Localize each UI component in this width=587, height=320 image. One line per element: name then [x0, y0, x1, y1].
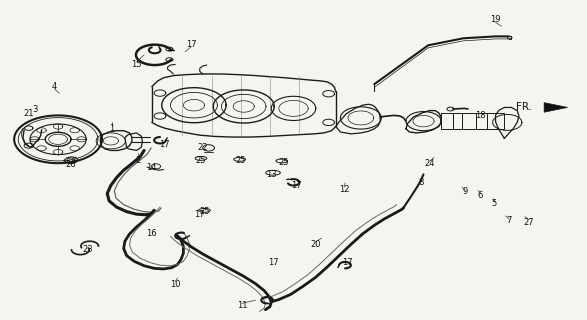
Text: 10: 10 [170, 280, 180, 289]
Text: 25: 25 [235, 156, 246, 165]
Text: 5: 5 [491, 198, 497, 207]
Text: 24: 24 [425, 159, 435, 168]
Text: 26: 26 [66, 160, 76, 169]
Text: 14: 14 [147, 163, 157, 172]
Text: 25: 25 [195, 156, 206, 165]
Text: 2: 2 [136, 156, 141, 164]
Text: 11: 11 [237, 301, 247, 310]
Text: 17: 17 [268, 258, 278, 267]
Text: 12: 12 [339, 185, 350, 194]
Text: FR.: FR. [517, 102, 532, 112]
Text: 3: 3 [32, 105, 38, 114]
Text: 25: 25 [278, 158, 289, 167]
Text: 19: 19 [490, 15, 501, 24]
Text: 27: 27 [524, 218, 534, 227]
Polygon shape [544, 103, 568, 112]
Text: 1: 1 [109, 124, 114, 132]
Text: 18: 18 [475, 111, 486, 120]
Text: 15: 15 [131, 60, 142, 69]
Text: 17: 17 [291, 181, 302, 190]
Text: 25: 25 [199, 207, 210, 216]
Text: 6: 6 [477, 190, 483, 200]
Text: 20: 20 [310, 240, 321, 249]
Text: 9: 9 [463, 188, 468, 196]
Text: 7: 7 [507, 216, 512, 225]
Text: 17: 17 [185, 40, 196, 49]
Text: 16: 16 [146, 229, 157, 238]
Text: 22: 22 [197, 143, 208, 152]
Text: 23: 23 [82, 245, 93, 254]
Text: 17: 17 [194, 210, 205, 219]
Text: 17: 17 [342, 258, 353, 267]
Text: 13: 13 [266, 171, 277, 180]
Text: 4: 4 [52, 82, 57, 91]
Text: 17: 17 [159, 140, 170, 148]
Text: 21: 21 [23, 109, 34, 118]
Text: 8: 8 [419, 178, 424, 187]
